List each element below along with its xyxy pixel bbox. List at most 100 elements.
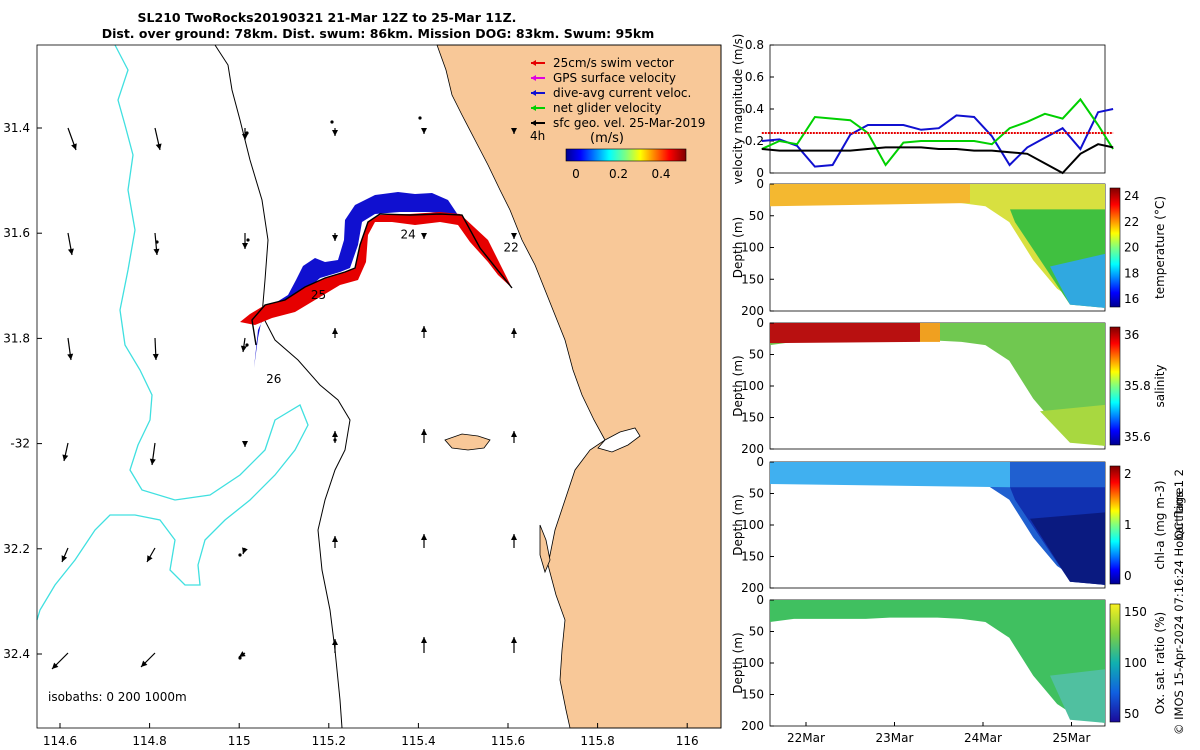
day-label: 24 [400,227,415,241]
section-ytick-label: 150 [741,411,764,425]
section-xtick-label: 22Mar [787,731,825,745]
isobaths-label: isobaths: 0 200 1000m [48,690,187,704]
section-ytick-label: 200 [741,442,764,456]
map-xtick-label: 115.2 [312,734,346,748]
surface-geostrophic-arrows [51,116,517,670]
day-labels: 22 24 25 26 [266,227,519,386]
geo-arrow-dot [418,116,422,120]
geo-arrow-dot [245,343,249,347]
section-colorbar [1109,326,1121,446]
section-colorbar-tick: 50 [1124,707,1139,721]
section-colorbar-tick: 24 [1124,189,1139,203]
section-xtick-label: 23Mar [876,731,914,745]
section-colorbar-label: salinity [1153,364,1167,407]
geo-arrow-head [332,639,338,645]
section-ylabel: Depth (m) [731,632,745,693]
geo-arrow-head [67,248,74,255]
section-colorbar-tick: 35.8 [1124,379,1151,393]
section-ylabel: Depth (m) [731,355,745,416]
geo-arrow-dot [155,240,159,244]
map-xtick-label: 115.4 [401,734,435,748]
section-colorbar-tick: 20 [1124,241,1139,255]
geo-arrow-head [62,454,69,461]
section-colorbar-tick: 2 [1124,467,1132,481]
legend-arrowhead [531,60,536,66]
geo-arrow-head [332,431,338,437]
section-colorbar-label: Ox. sat. ratio (%) [1153,612,1167,714]
geo-arrow-head [52,662,59,669]
geo-arrow-head [511,637,517,643]
velocity-ytick-label: 0 [756,166,764,180]
geo-arrow-head [421,326,427,332]
colorbar-title: (m/s) [590,131,624,146]
geo-arrow-head [67,353,74,360]
salinity-front [920,323,940,342]
velocity-ytick-label: 0.4 [745,102,764,116]
speed-colorbar [565,148,687,162]
geo-arrow-head [511,233,517,239]
velocity-ytick-label: 0.6 [745,70,764,84]
map-xtick-label: 115.8 [580,734,614,748]
estuary [597,427,641,453]
title-line-1: SL210 TwoRocks20190321 21-Mar 12Z to 25-… [138,10,517,25]
geo-arrow-head [239,651,246,657]
geo-arrow-dot [330,120,334,124]
geo-arrow-head [152,353,159,360]
section-ytick-label: 50 [749,209,764,223]
section-ytick-label: 100 [741,518,764,532]
day-label: 22 [504,241,519,255]
day-label: 25 [311,288,326,302]
map-ytick-label: 31.4 [3,121,30,135]
legend-entry: 25cm/s swim vector [553,56,674,70]
geo-arrow-head [71,143,77,150]
geo-arrow-head [242,243,248,249]
legend-arrowhead [531,90,536,96]
velocity-ytick-label: 0.8 [745,38,764,52]
chl-deepest [1030,512,1105,585]
map-xtick-label: 115 [228,734,251,748]
day-label: 26 [266,372,281,386]
legend-entry: net glider velocity [553,101,661,115]
geo-arrow-head [332,536,338,542]
isobath-1000m [36,44,309,621]
section-colorbar-tick: 22 [1124,215,1139,229]
section-colorbar-tick: 150 [1124,605,1147,619]
section-ytick-label: 150 [741,550,764,564]
garden-island [539,524,551,574]
section-ytick-label: 100 [741,379,764,393]
map-xtick-label: 114.6 [43,734,77,748]
geo-arrow-dot [245,131,249,135]
swim-vector-band [240,212,512,325]
map-ytick-label: 32.2 [3,542,30,556]
geo-arrow-head [332,235,338,241]
velocity-series-line [761,108,1114,168]
geo-arrow-head [147,555,153,562]
section-data-fill [770,323,1105,446]
section-colorbar-label: temperature (°C) [1153,196,1167,299]
section-ytick-label: 200 [741,304,764,318]
velocity-ylabel: velocity magnitude (m/s) [731,34,745,185]
section-colorbar-tick: 1 [1124,518,1132,532]
section-colorbar-tick: 18 [1124,266,1139,280]
section-colorbar-tick: 16 [1124,292,1139,306]
geo-arrow-head [242,134,248,140]
velocity-axes [769,44,1106,174]
glider-track [240,192,513,368]
geo-arrow-head [421,534,427,540]
scale-label: 4h [530,129,545,143]
section-colorbar-tick: 0 [1124,569,1132,583]
section-ytick-label: 50 [749,487,764,501]
section-data-fill [770,600,1105,723]
title-line-2: Dist. over ground: 78km. Dist. swum: 86k… [102,26,655,41]
section-colorbar [1109,187,1121,308]
legend-arrowhead [531,120,536,126]
legend-arrowhead [531,105,536,111]
qc-flags-label: QC flags 1 2 [1172,469,1186,539]
rottnest-island [444,433,491,451]
high-salinity [770,323,920,344]
geo-arrow-head [242,547,248,554]
section-ytick-label: 150 [741,272,764,286]
section-ytick-label: 200 [741,719,764,733]
